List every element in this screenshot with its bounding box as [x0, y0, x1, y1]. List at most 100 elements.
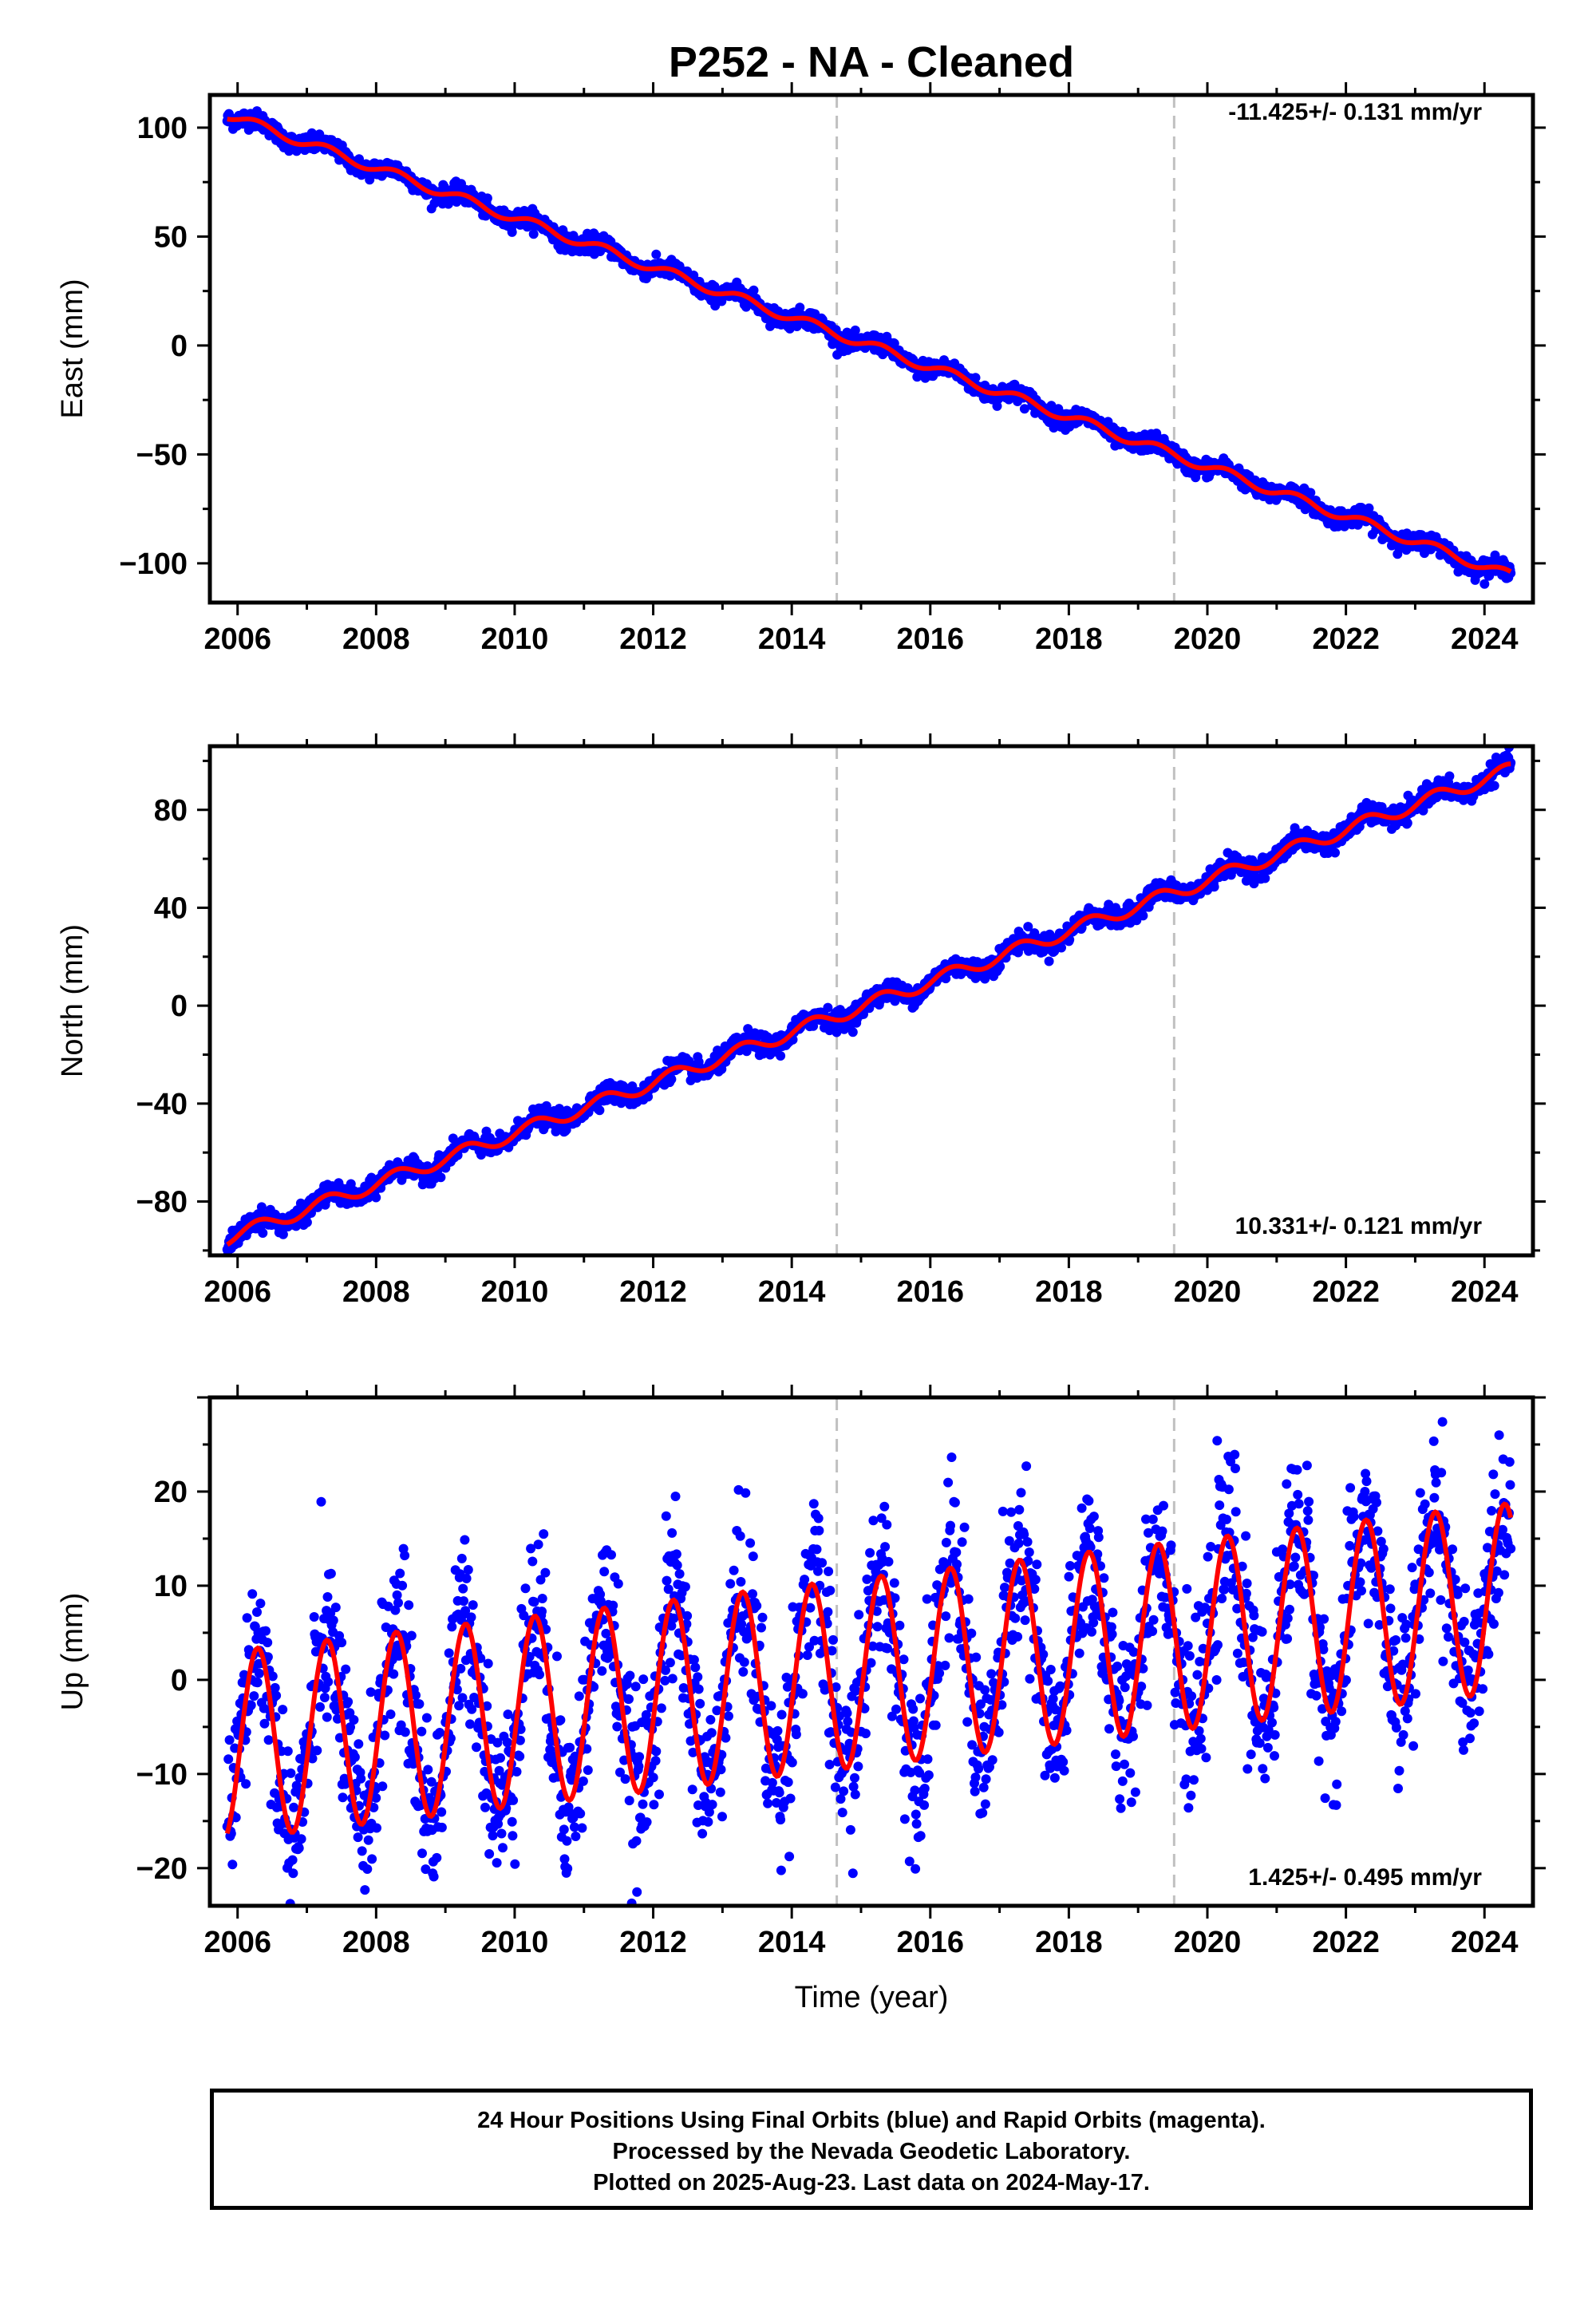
data-point — [390, 1605, 401, 1615]
y-tick-label: −40 — [136, 1088, 188, 1121]
data-point — [1260, 873, 1270, 883]
data-point — [466, 1612, 476, 1622]
data-point — [432, 1852, 442, 1863]
data-point — [421, 1864, 431, 1875]
data-point — [263, 1735, 274, 1745]
x-tick-label: 2014 — [758, 1275, 826, 1309]
data-point — [437, 1822, 447, 1832]
data-group — [222, 746, 1516, 1255]
data-point — [417, 1848, 427, 1859]
data-point — [346, 1722, 355, 1733]
data-point — [319, 1693, 330, 1702]
data-point — [847, 1027, 858, 1037]
x-tick-label: 2016 — [897, 1275, 965, 1309]
data-point — [227, 1860, 238, 1870]
data-point — [252, 1607, 262, 1617]
data-point — [970, 373, 981, 383]
panel-up: 2006 2008 2010 2012 2014 2016 2018 2020 2022 2024… — [56, 1385, 1546, 1959]
data-point — [454, 1701, 464, 1711]
data-point — [859, 1009, 868, 1019]
data-point — [282, 1746, 293, 1757]
data-point — [315, 1701, 325, 1712]
y-tick-label: 80 — [154, 794, 188, 828]
data-point — [411, 1690, 421, 1701]
data-point — [271, 1690, 282, 1701]
data-point — [457, 1693, 468, 1703]
data-point — [270, 1682, 280, 1693]
data-point — [436, 1172, 446, 1183]
data-point — [1444, 771, 1455, 781]
data-point — [414, 1699, 425, 1709]
data-point — [1402, 818, 1412, 828]
data-point — [330, 1603, 341, 1613]
data-point — [223, 1754, 234, 1765]
data-point — [749, 285, 759, 295]
x-tick-label: 2018 — [1035, 622, 1103, 656]
plot-frame — [207, 744, 1535, 1258]
data-point — [409, 1759, 418, 1769]
x-tick-label: 2010 — [481, 622, 549, 656]
data-point — [239, 1670, 249, 1680]
rate-label: 10.331+/- 0.121 mm/yr — [1235, 1213, 1483, 1239]
data-point — [261, 1626, 271, 1636]
data-point — [367, 1854, 377, 1864]
data-point — [406, 1630, 417, 1641]
x-tick-label: 2024 — [1451, 622, 1519, 656]
x-tick-label: 2020 — [1174, 622, 1242, 656]
data-point — [456, 1663, 466, 1674]
data-point — [429, 1871, 439, 1882]
data-point — [307, 1753, 318, 1764]
data-point — [458, 1583, 468, 1594]
y-tick-label: −50 — [136, 438, 188, 472]
y-axis-label: North (mm) — [56, 924, 89, 1077]
data-point — [417, 1726, 427, 1737]
data-point — [302, 1217, 312, 1227]
data-point — [444, 1648, 454, 1658]
data-point — [1489, 781, 1499, 791]
data-point — [371, 1192, 381, 1203]
data-point — [460, 1606, 471, 1616]
plot-frame — [207, 93, 1535, 605]
data-point — [360, 1885, 370, 1895]
y-tick-label: 40 — [154, 891, 188, 925]
x-tick-label: 2022 — [1312, 622, 1380, 656]
data-point — [322, 1592, 333, 1602]
y-tick-label: 0 — [171, 330, 188, 363]
data-point — [850, 325, 860, 335]
data-point — [249, 1691, 259, 1701]
x-tick-label: 2008 — [342, 1275, 410, 1309]
data-points-east — [222, 106, 1516, 589]
y-tick-label: −100 — [119, 547, 188, 581]
data-point — [392, 1590, 402, 1600]
data-point — [333, 1713, 342, 1724]
data-point — [889, 338, 899, 349]
data-point — [224, 1735, 235, 1745]
data-point — [472, 1742, 481, 1753]
data-point — [377, 1781, 388, 1792]
data-point — [435, 1728, 444, 1737]
data-point — [452, 1685, 462, 1695]
data-point — [1209, 882, 1219, 892]
rate-label: -11.425+/- 0.131 mm/yr — [1228, 99, 1482, 125]
data-point — [400, 1727, 410, 1737]
y-tick-label: −80 — [136, 1186, 188, 1219]
data-point — [362, 1864, 373, 1874]
data-point — [1019, 404, 1029, 414]
data-point — [338, 1792, 348, 1803]
data-point — [467, 1704, 477, 1714]
data-point — [995, 962, 1005, 971]
data-point — [528, 229, 539, 239]
data-group — [222, 1417, 1516, 1906]
chart-title: P252 - NA - Cleaned — [669, 38, 1074, 86]
x-tick-label: 2010 — [481, 1275, 549, 1309]
data-point — [259, 1718, 270, 1729]
data-point — [795, 302, 805, 313]
y-tick-label: 50 — [154, 220, 188, 254]
data-point — [241, 1779, 251, 1789]
data-point — [666, 1074, 677, 1085]
data-point — [353, 1832, 363, 1843]
fit-line-east — [227, 117, 1512, 574]
data-point — [242, 1613, 252, 1623]
x-tick-label: 2024 — [1451, 1275, 1519, 1309]
data-point — [246, 1700, 256, 1710]
